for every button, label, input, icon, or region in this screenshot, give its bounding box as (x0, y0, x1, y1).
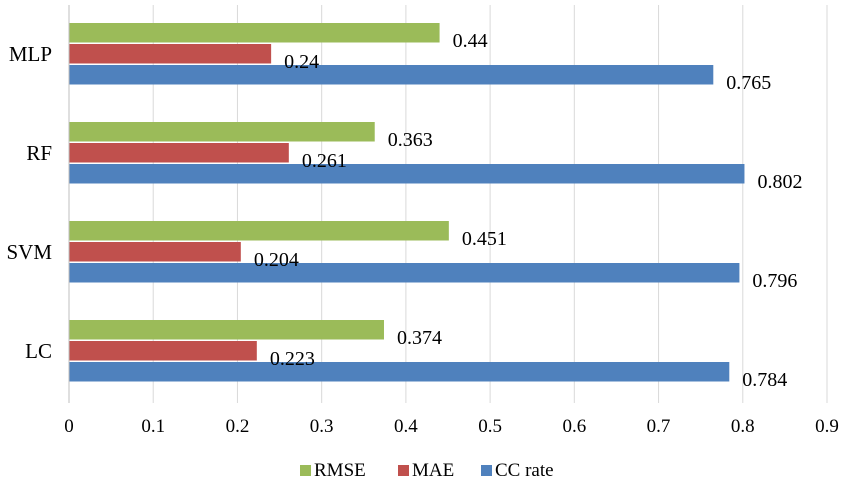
data-label: 0.363 (388, 129, 433, 151)
legend-swatch (398, 465, 409, 476)
legend-swatch (481, 465, 492, 476)
bar-rmse (69, 320, 384, 340)
bar-mae (69, 242, 241, 262)
legend-swatch (300, 465, 311, 476)
category-label: RF (26, 141, 52, 165)
category-label: SVM (6, 240, 52, 264)
x-tick-label: 0.5 (478, 416, 502, 437)
data-label: 0.765 (726, 72, 771, 94)
bar-mae (69, 143, 289, 163)
x-tick-label: 0.6 (562, 416, 586, 437)
bars-layer (69, 23, 745, 382)
x-tick-label: 0.1 (141, 416, 165, 437)
x-tick-label: 0.2 (226, 416, 250, 437)
bar-cc-rate (69, 362, 730, 382)
legend-label: MAE (412, 460, 454, 481)
bar-cc-rate (69, 65, 714, 85)
labels-layer: 0.44 0.24 0.765 0.363 0.261 0.802 0.451 0.204 0.… (254, 30, 803, 391)
x-tick-label: 0.9 (815, 416, 839, 437)
x-tick-label: 0 (64, 416, 74, 437)
bar-rmse (69, 122, 375, 142)
data-label: 0.374 (397, 327, 442, 349)
bar-rmse (69, 23, 440, 43)
bar-mae (69, 341, 257, 361)
data-label: 0.44 (453, 30, 488, 52)
legend: RMSE MAE CC rate (300, 460, 554, 481)
data-label: 0.204 (254, 249, 299, 271)
bar-rmse (69, 221, 449, 241)
category-label: MLP (9, 42, 52, 66)
data-label: 0.261 (302, 150, 347, 172)
x-tick-label: 0.4 (394, 416, 418, 437)
legend-label: RMSE (314, 460, 366, 481)
bar-mae (69, 44, 272, 64)
data-label: 0.451 (462, 228, 507, 250)
data-label: 0.223 (270, 348, 315, 370)
axis-layer: 0 0.1 0.2 0.3 0.4 0.5 0.6 0.7 0.8 0.9 MLP RF SVM LC (6, 5, 839, 437)
bar-cc-rate (69, 164, 745, 184)
data-label: 0.24 (284, 51, 319, 73)
bar-cc-rate (69, 263, 740, 283)
data-label: 0.784 (742, 369, 787, 391)
data-label: 0.802 (757, 171, 802, 193)
x-tick-label: 0.3 (310, 416, 334, 437)
x-tick-label: 0.7 (647, 416, 671, 437)
x-tick-label: 0.8 (731, 416, 755, 437)
legend-label: CC rate (495, 460, 554, 481)
data-label: 0.796 (752, 270, 797, 292)
category-label: LC (25, 339, 52, 363)
